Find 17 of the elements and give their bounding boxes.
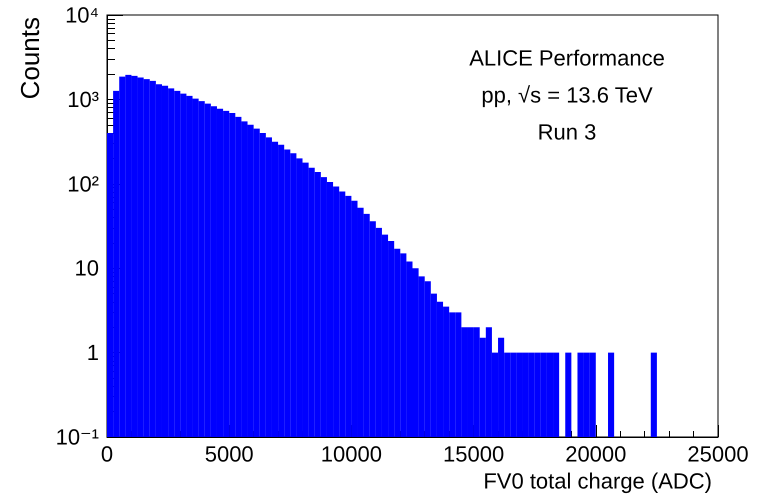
x-tick-label: 5000 [204,442,254,466]
x-tick-label: 0 [100,442,114,466]
y-tick-label: 10² [67,171,99,196]
annotation: Run 3 [538,120,596,144]
annotation: pp, √s = 13.6 TeV [481,82,653,108]
x-axis-title: FV0 total charge (ADC) [483,468,712,494]
x-tick-label: 20000 [565,442,626,466]
y-tick-label: 1 [86,340,99,366]
x-tick-label: 25000 [687,442,749,466]
x-tick-label: 15000 [443,442,504,466]
annotation: ALICE Performance [469,46,665,70]
y-axis-title: Counts [15,17,45,100]
y-tick-label: 10³ [67,86,99,112]
y-tick-label: 10 [74,256,99,281]
y-tick-label: 10⁻¹ [56,424,99,450]
x-tick-label: 10000 [320,442,382,466]
y-tick-label: 10⁴ [65,2,99,28]
